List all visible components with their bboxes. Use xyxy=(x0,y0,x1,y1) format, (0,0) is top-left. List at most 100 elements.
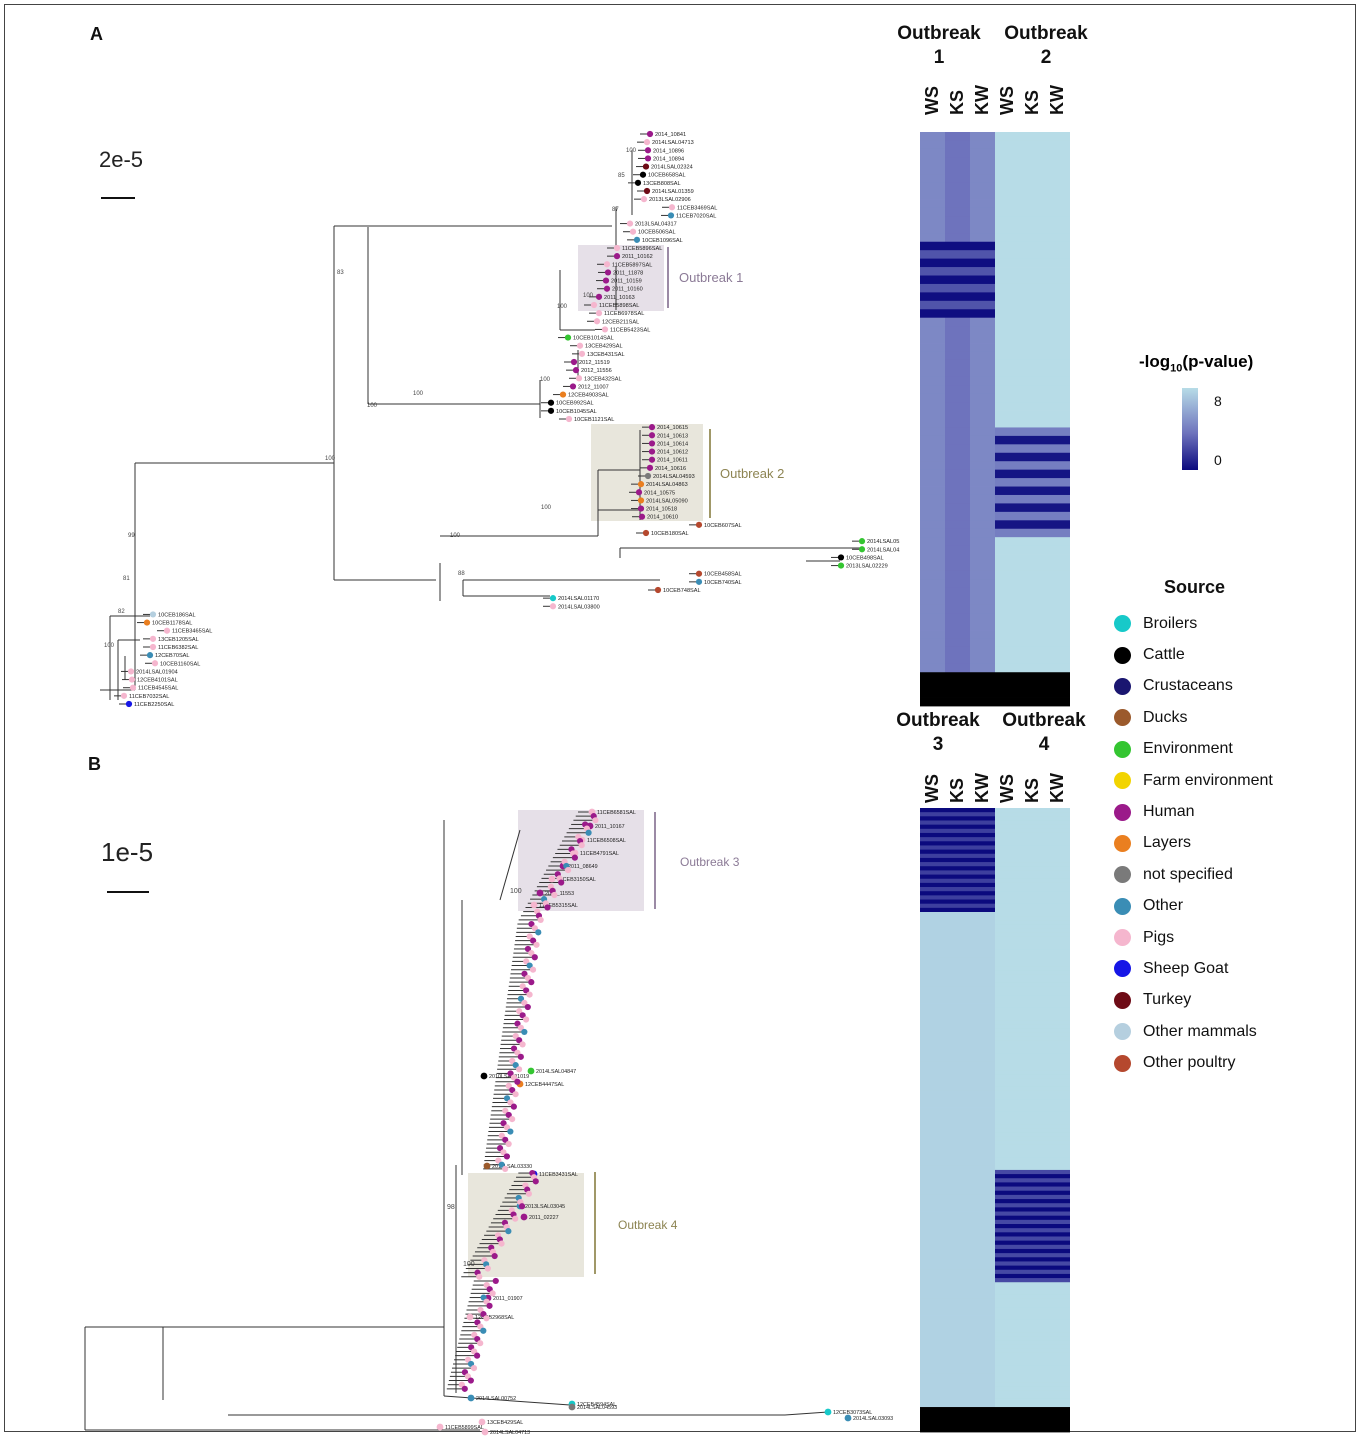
heatmap-cell xyxy=(1020,808,1045,813)
heatmap-cell xyxy=(1045,1411,1070,1416)
tree-a-tip-label: 2014_10575 xyxy=(644,490,675,496)
tree-b-tip-marker xyxy=(516,1037,523,1044)
heatmap-cell xyxy=(970,1365,995,1370)
heatmap-cell xyxy=(995,587,1020,597)
heatmap-cell xyxy=(1045,140,1070,150)
tree-b-tip-marker xyxy=(498,1161,505,1168)
heatmap-cell xyxy=(920,1219,945,1225)
heatmap-cell xyxy=(1045,486,1070,496)
heatmap-cell xyxy=(995,1232,1020,1237)
heatmap-cell xyxy=(1045,1020,1070,1025)
heatmap-cell xyxy=(1020,359,1045,369)
heatmap-cell xyxy=(995,866,1020,871)
heatmap-cell xyxy=(970,957,995,963)
heatmap-cell xyxy=(970,1003,995,1009)
heatmap-cell xyxy=(945,1311,970,1316)
heatmap-cell xyxy=(945,945,970,950)
heatmap-cell xyxy=(945,1323,970,1329)
heatmap-cell xyxy=(920,1257,945,1262)
tree-b-tip-marker xyxy=(509,1057,516,1065)
heatmap-cell xyxy=(1045,978,1070,984)
heatmap-cell xyxy=(945,828,970,834)
heatmap-cell xyxy=(1045,1236,1070,1242)
heatmap-cell xyxy=(1020,1244,1045,1250)
heatmap-cell xyxy=(1020,613,1045,622)
heatmap-cell xyxy=(1045,816,1070,821)
heatmap-cell xyxy=(995,233,1020,243)
heatmap-cell xyxy=(920,1232,945,1237)
heatmap-cell xyxy=(970,1382,995,1387)
heatmap-cell xyxy=(920,1049,945,1054)
tree-b-tip-marker xyxy=(532,1178,539,1185)
heatmap-cell xyxy=(995,1294,1020,1300)
heatmap-cell xyxy=(945,587,970,597)
heatmap-cell xyxy=(1045,275,1070,285)
heatmap-cell xyxy=(1020,1419,1045,1425)
heatmap-cell xyxy=(1020,216,1045,226)
heatmap-cell xyxy=(995,267,1020,276)
tree-b-tip-label: 11CEB3431SAL xyxy=(539,1172,578,1178)
heatmap-cell xyxy=(970,1032,995,1038)
heatmap-cell xyxy=(1020,1303,1045,1308)
heatmap-cell xyxy=(995,1144,1020,1150)
heatmap-cell xyxy=(995,928,1020,934)
heatmap-cell xyxy=(995,545,1020,555)
heatmap-cell xyxy=(1045,537,1070,547)
heatmap-cell xyxy=(1020,1361,1045,1366)
heatmap-cell xyxy=(970,1174,995,1179)
panel-b-label: B xyxy=(88,754,101,774)
heatmap-cell xyxy=(920,545,945,555)
heatmap-cell xyxy=(1020,1290,1045,1296)
tree-a-tip-marker xyxy=(642,529,650,537)
heatmap-cell xyxy=(970,478,995,487)
legend-swatch xyxy=(1114,646,1131,664)
heatmap-cell xyxy=(945,250,970,260)
tree-b-tip-marker xyxy=(436,1423,444,1431)
heatmap-cell xyxy=(970,1053,995,1058)
heatmap-cell xyxy=(1020,907,1045,913)
heatmap-cell xyxy=(1045,1124,1070,1129)
tree-b-tip-marker xyxy=(824,1408,832,1416)
heatmap-cell xyxy=(945,132,970,141)
heatmap-cell xyxy=(1045,1140,1070,1146)
heatmap-cell xyxy=(995,1203,1020,1208)
heatmap-cell xyxy=(1045,376,1070,386)
heatmap-cell xyxy=(995,1323,1020,1329)
tree-a-tip-marker xyxy=(149,611,157,618)
heatmap-cell xyxy=(1045,1115,1070,1121)
heatmap-cell xyxy=(1045,1394,1070,1400)
heatmap-cell xyxy=(1045,1348,1070,1354)
heatmap-cell xyxy=(945,857,970,863)
heatmap-cell xyxy=(945,562,970,572)
heatmap-cell xyxy=(970,853,995,859)
heatmap-cell xyxy=(1045,224,1070,234)
heatmap-cell xyxy=(970,1065,995,1071)
heatmap-cell xyxy=(1020,1078,1045,1083)
tree-b-tip-marker xyxy=(507,1070,514,1077)
heatmap-cell xyxy=(1020,1136,1045,1142)
heatmap-cell xyxy=(1020,1352,1045,1358)
tree-a-tip-label: 10CEB186SAL xyxy=(158,612,196,618)
heatmap-cell xyxy=(945,1074,970,1079)
heatmap-cell xyxy=(1020,393,1045,403)
tree-a-tip-label: 10CEB992SAL xyxy=(556,401,594,407)
heatmap-cell xyxy=(920,1248,945,1254)
heatmap-cell xyxy=(995,258,1020,268)
heatmap-cell xyxy=(1045,309,1070,319)
heatmap-cell xyxy=(945,672,970,682)
heatmap-cell xyxy=(920,903,945,909)
heatmap-cell xyxy=(970,1111,995,1117)
heatmap-cell xyxy=(1045,936,1070,942)
heatmap-cell xyxy=(945,961,970,967)
heatmap-cell xyxy=(920,974,945,979)
heatmap-cell xyxy=(1045,1303,1070,1308)
tree-b-tip-label: 11CEB6508SAL xyxy=(587,838,626,844)
heatmap-cell xyxy=(945,1427,970,1433)
heatmap-cell xyxy=(995,1336,1020,1341)
heatmap-cell xyxy=(970,359,995,369)
heatmap-cell xyxy=(1045,1269,1070,1275)
heatmap-cell xyxy=(970,999,995,1004)
tree-a-tip-marker xyxy=(626,220,634,227)
heatmap-cell xyxy=(970,1207,995,1212)
